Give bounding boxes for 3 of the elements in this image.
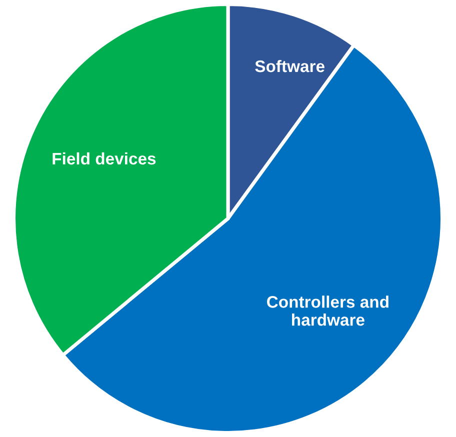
slice-label: Software bbox=[255, 60, 324, 72]
slice-label: Field devices bbox=[52, 152, 156, 165]
slice-label: Controllers and hardware bbox=[267, 296, 388, 326]
